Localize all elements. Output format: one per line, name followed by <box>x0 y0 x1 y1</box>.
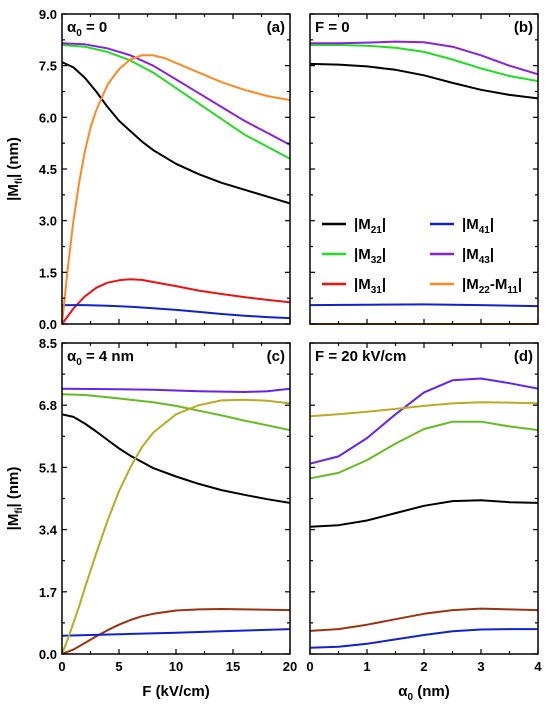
y-tick-label: 0.0 <box>39 317 57 332</box>
y-axis-label: |Mfi| (nm) <box>5 467 25 531</box>
series-line-M32 <box>62 44 290 160</box>
series-line-M41 <box>310 303 538 308</box>
series-line-M43 <box>310 377 538 465</box>
y-tick-label: 3.4 <box>39 523 58 538</box>
plot-frame <box>309 342 539 655</box>
panel-label: (a) <box>267 19 285 36</box>
series-line-M21 <box>62 413 290 504</box>
x-tick-label: 20 <box>283 659 297 674</box>
y-tick-label: 7.5 <box>39 59 57 74</box>
panel-label: (c) <box>267 348 285 365</box>
y-tick-label: 4.5 <box>39 162 57 177</box>
x-tick-label: 0 <box>306 659 313 674</box>
panel-1: F = 0 (b) |M21| |M41| |M32| |M43| |M31| |M22-M1… <box>309 13 539 325</box>
y-tick-label: 0.0 <box>39 647 57 662</box>
panel-2: 0 5 10 15 20 0.0 1.7 3.4 5.1 6.8 8.5 α0 = 4 nm (c) |M… <box>5 336 297 700</box>
legend-label-M43: |M43| <box>462 246 494 266</box>
x-tick-label: 10 <box>169 659 183 674</box>
series-line-M22M11 <box>310 401 538 418</box>
series-line-M31 <box>62 608 290 655</box>
x-tick-label: 2 <box>420 659 427 674</box>
series-line-M32 <box>62 393 290 432</box>
y-tick-label: 5.1 <box>39 460 57 475</box>
panel-3: 0 1 2 3 4 F = 20 kV/cm (d) α0 (nm) <box>306 342 542 703</box>
series-line-M31 <box>310 607 538 632</box>
y-tick-label: 1.7 <box>39 585 57 600</box>
panel-title: F = 20 kV/cm <box>315 348 406 365</box>
series-line-M41 <box>310 628 538 649</box>
x-tick-label: 4 <box>534 659 542 674</box>
legend: |M21| |M41| |M32| |M43| |M31| |M22-M11| <box>322 216 522 296</box>
y-tick-label: 6.8 <box>39 398 57 413</box>
y-tick-label: 8.5 <box>39 336 57 351</box>
legend-label-M31: |M31| <box>354 276 386 296</box>
series-line-M31 <box>62 278 290 325</box>
y-tick-label: 9.0 <box>39 7 57 22</box>
series-line-M43 <box>310 40 538 76</box>
x-tick-label: 3 <box>477 659 484 674</box>
series-line-M21 <box>62 61 290 205</box>
plot-frame <box>61 13 291 325</box>
legend-label-M32: |M32| <box>354 246 386 266</box>
series-line-M41 <box>62 304 290 320</box>
series-line-M22M11 <box>62 54 290 325</box>
series-group <box>62 42 290 325</box>
series-line-M32 <box>310 420 538 480</box>
legend-label-M21: |M21| <box>354 216 386 236</box>
panel-title: α0 = 4 nm <box>67 348 134 368</box>
panel-label: (d) <box>514 348 533 365</box>
y-tick-label: 3.0 <box>39 214 57 229</box>
y-tick-label: 6.0 <box>39 110 57 125</box>
panel-title: α0 = 0 <box>67 19 107 39</box>
x-tick-label: 0 <box>58 659 65 674</box>
series-line-M21 <box>310 499 538 528</box>
x-tick-label: 1 <box>363 659 370 674</box>
y-tick-label: 1.5 <box>39 265 57 280</box>
y-axis-label: |Mfi| (nm) <box>5 137 25 201</box>
series-line-M32 <box>310 44 538 83</box>
panel-title: F = 0 <box>315 19 350 36</box>
series-line-M22M11 <box>62 398 290 655</box>
legend-label-M41: |M41| <box>462 216 494 236</box>
series-line-M41 <box>62 628 290 637</box>
legend-label-M22M11: |M22-M11| <box>462 276 522 296</box>
series-line-M21 <box>310 62 538 100</box>
panel-label: (b) <box>514 19 533 36</box>
panel-0: 0.0 1.5 3.0 4.5 6.0 7.5 9.0 α0 = 0 (a) |Mfi| (nm) <box>5 7 291 332</box>
x-tick-label: 15 <box>226 659 240 674</box>
series-line-M43 <box>62 42 290 146</box>
x-axis-label: F (kV/cm) <box>142 683 210 700</box>
x-tick-label: 5 <box>115 659 122 674</box>
series-group <box>310 377 538 649</box>
series-line-M43 <box>62 387 290 393</box>
x-axis-label: α0 (nm) <box>398 683 449 703</box>
series-group <box>62 387 290 655</box>
